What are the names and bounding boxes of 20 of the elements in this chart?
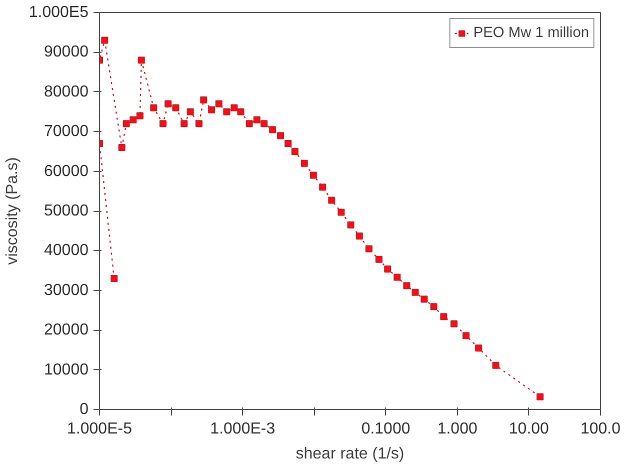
y-tick-label: 0 [80, 401, 89, 418]
y-tick-label: 30000 [44, 282, 89, 299]
x-tick-label: 1.000E-3 [210, 420, 276, 438]
x-tick-label: 1.000 [437, 420, 478, 438]
y-tick-label: 40000 [44, 242, 89, 260]
y-tick-label: 50000 [44, 202, 89, 220]
x-tick-label: 100.0 [580, 420, 621, 438]
y-tick-label: 20000 [44, 322, 89, 339]
y-axis-title: viscosity (Pa.s) [4, 157, 21, 265]
y-tick-label: 90000 [44, 44, 89, 61]
x-tick-label: 1.000E-5 [67, 420, 132, 438]
y-tick-label: 70000 [44, 123, 89, 140]
x-axis-title: shear rate (1/s) [296, 446, 404, 462]
y-tick-label: 80000 [44, 83, 89, 100]
legend-label: PEO Mw 1 million [473, 25, 589, 41]
x-tick-label: 10.00 [508, 420, 550, 438]
x-tick-label: 0.1000 [361, 420, 410, 438]
y-tick-label: 10000 [44, 361, 89, 378]
y-tick-label: 1.000E5 [28, 4, 89, 21]
y-tick-label: 60000 [44, 162, 89, 180]
